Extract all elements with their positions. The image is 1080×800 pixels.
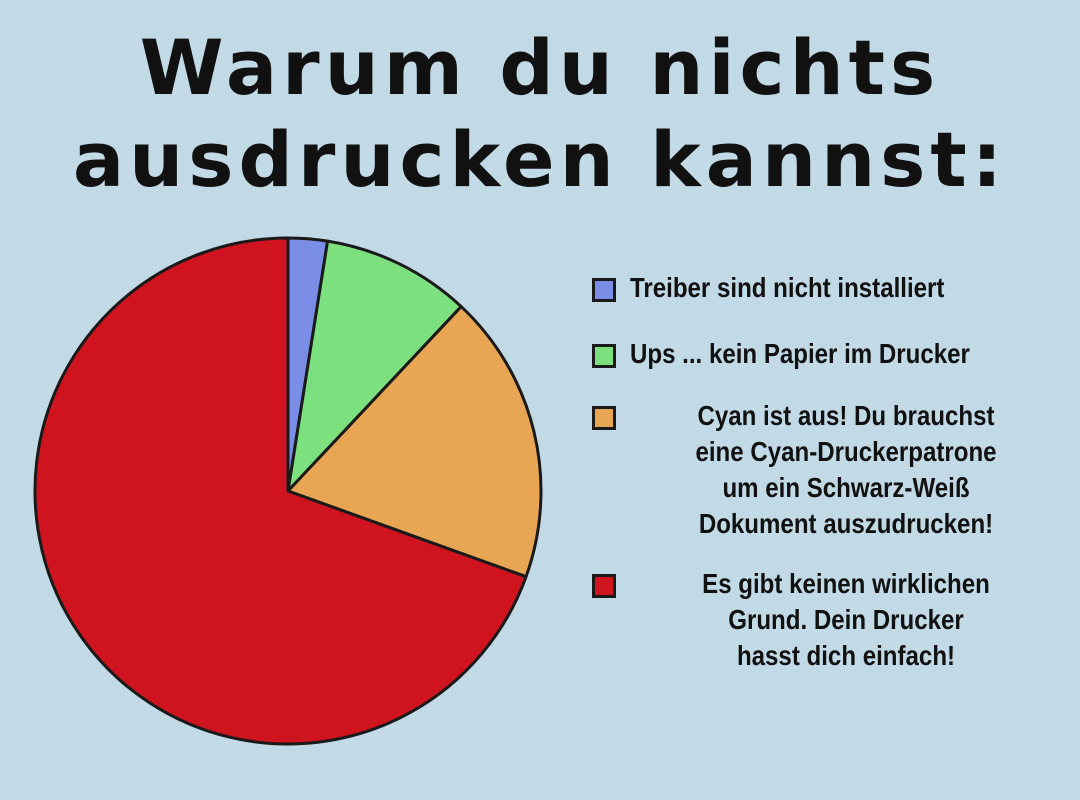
legend-swatch	[592, 574, 616, 598]
legend-swatch	[592, 406, 616, 430]
legend-label: Treiber sind nicht installiert	[630, 272, 945, 303]
legend-swatch	[592, 278, 616, 302]
chart-title-line-1: Warum du nichts	[139, 23, 941, 112]
legend-item-cyan: Cyan ist aus! Du brauchst eine Cyan-Druc…	[592, 398, 1062, 542]
pie-slice-3	[286, 305, 543, 579]
legend-label: Cyan ist aus! Du brauchst eine Cyan-Druc…	[695, 400, 997, 539]
pie-chart	[33, 236, 543, 746]
legend-item-papier: Ups ... kein Papier im Drucker	[592, 336, 1062, 372]
legend-label: Ups ... kein Papier im Drucker	[630, 338, 970, 369]
pie-slice-4	[33, 236, 528, 746]
legend-label: Es gibt keinen wirklichen Grund. Dein Dr…	[702, 568, 990, 671]
legend-swatch	[592, 344, 616, 368]
legend-item-kein-grund: Es gibt keinen wirklichen Grund. Dein Dr…	[592, 566, 1062, 674]
legend: Treiber sind nicht installiert Ups ... k…	[592, 270, 1062, 694]
pie-slice-2	[286, 239, 463, 493]
legend-item-treiber: Treiber sind nicht installiert	[592, 270, 1062, 306]
chart-title-line-2: ausdrucken kannst:	[72, 115, 1008, 204]
chart-title: Warum du nichts ausdrucken kannst:	[0, 22, 1080, 206]
